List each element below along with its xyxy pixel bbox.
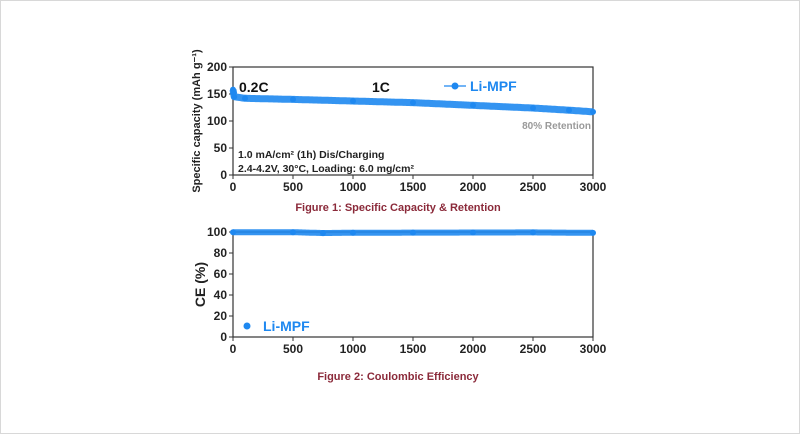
chart1-data-point bbox=[350, 98, 356, 105]
chart2-x-tick-label: 2000 bbox=[460, 342, 487, 356]
chart2-data-point bbox=[410, 229, 416, 236]
chart1-data-point bbox=[231, 93, 238, 100]
chart2-y-tick-label: 80 bbox=[214, 246, 228, 260]
chart1-caption: Figure 1: Specific Capacity & Retention bbox=[295, 202, 501, 214]
chart1-data-point bbox=[242, 95, 248, 102]
chart1-y-tick-label: 200 bbox=[207, 60, 227, 74]
chart1-data-point bbox=[410, 99, 416, 106]
chart1-y-axis-label: Specific capacity (mAh g⁻¹) bbox=[191, 49, 203, 193]
annotation-0.2c: 0.2C bbox=[239, 79, 269, 95]
chart1-x-tick-label: 3000 bbox=[580, 180, 607, 194]
chart1-x-tick-label: 1500 bbox=[400, 180, 427, 194]
legend-marker bbox=[243, 322, 251, 330]
annotation-1c: 1C bbox=[372, 79, 390, 95]
legend-label: Li-MPF bbox=[263, 318, 310, 334]
chart2-x-tick-label: 0 bbox=[230, 342, 237, 356]
chart1-x-tick-label: 0 bbox=[230, 180, 237, 194]
chart2-y-tick-label: 0 bbox=[220, 330, 227, 344]
chart2-caption: Figure 2: Coulombic Efficiency bbox=[317, 371, 479, 383]
chart1-y-tick-label: 100 bbox=[207, 114, 227, 128]
chart2-x-tick-label: 500 bbox=[283, 342, 303, 356]
chart2-y-tick-label: 60 bbox=[214, 267, 228, 281]
chart1-data-point bbox=[566, 107, 572, 114]
chart1-x-tick-label: 2500 bbox=[520, 180, 547, 194]
chart1-x-tick-label: 1000 bbox=[340, 180, 367, 194]
chart2-data-point bbox=[470, 229, 476, 236]
chart1-y-tick-label: 50 bbox=[214, 141, 228, 155]
chart2-data-point bbox=[530, 229, 536, 236]
chart1-y-tick-label: 150 bbox=[207, 87, 227, 101]
legend-label: Li-MPF bbox=[470, 78, 517, 94]
chart1-data-point bbox=[530, 105, 536, 112]
chart1-x-tick-label: 2000 bbox=[460, 180, 487, 194]
annotation-condition-1: 1.0 mA/cm² (1h) Dis/Charging bbox=[238, 149, 384, 161]
chart1-x-tick-label: 500 bbox=[283, 180, 303, 194]
chart2-data-point bbox=[230, 229, 236, 236]
annotation-retention: 80% Retention bbox=[522, 121, 591, 132]
chart1-y-tick-label: 0 bbox=[220, 168, 227, 182]
chart1-data-point bbox=[470, 102, 476, 109]
chart2-data-point bbox=[590, 229, 596, 236]
chart2-x-tick-label: 3000 bbox=[580, 342, 607, 356]
annotation-condition-2: 2.4-4.2V, 30°C, Loading: 6.0 mg/cm² bbox=[238, 163, 414, 175]
chart2-data-point bbox=[320, 230, 326, 237]
legend-marker bbox=[451, 82, 459, 90]
chart2-y-axis-label: CE (%) bbox=[192, 262, 208, 307]
chart2-data-point bbox=[350, 229, 356, 236]
chart2-x-tick-label: 1000 bbox=[340, 342, 367, 356]
chart2-y-tick-label: 40 bbox=[214, 288, 228, 302]
chart1-data-point bbox=[290, 96, 296, 103]
chart2-y-tick-label: 100 bbox=[207, 225, 227, 239]
chart2-x-tick-label: 2500 bbox=[520, 342, 547, 356]
chart1-data-point bbox=[590, 108, 596, 115]
chart2-data-point bbox=[290, 229, 296, 236]
chart2-y-tick-label: 20 bbox=[214, 309, 228, 323]
chart2-x-tick-label: 1500 bbox=[400, 342, 427, 356]
